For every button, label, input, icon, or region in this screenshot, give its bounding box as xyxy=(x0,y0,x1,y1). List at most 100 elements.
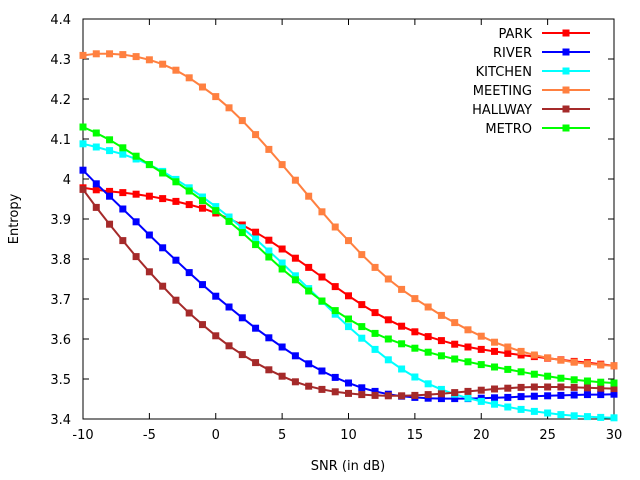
data-point-river xyxy=(530,392,538,400)
data-point-metro xyxy=(411,344,419,352)
data-point-river xyxy=(92,180,100,188)
data-point-park xyxy=(305,263,313,271)
data-point-hallway xyxy=(583,384,591,392)
data-point-meeting xyxy=(424,303,432,311)
y-tick-label: 3.8 xyxy=(50,253,71,268)
data-point-river xyxy=(331,373,339,381)
x-tick-label: 15 xyxy=(407,428,424,443)
data-point-metro xyxy=(491,363,499,371)
data-point-metro xyxy=(345,315,352,323)
data-point-hallway xyxy=(252,359,260,367)
data-point-river xyxy=(172,256,180,264)
data-point-meeting xyxy=(252,131,260,139)
data-point-park xyxy=(278,245,286,253)
data-point-river xyxy=(318,367,326,375)
y-tick-label: 4.1 xyxy=(50,133,71,148)
data-point-kitchen xyxy=(411,373,419,381)
data-point-park xyxy=(371,309,379,317)
legend-label-park: PARK xyxy=(499,27,533,42)
data-point-hallway xyxy=(345,389,352,397)
data-point-river xyxy=(570,391,578,399)
data-point-meeting xyxy=(238,117,246,125)
data-point-hallway xyxy=(238,351,246,359)
data-point-metro xyxy=(265,253,273,261)
data-point-river xyxy=(437,395,445,403)
data-point-hallway xyxy=(132,253,140,261)
data-point-hallway xyxy=(92,203,100,211)
x-tick-label: 25 xyxy=(539,428,556,443)
data-point-kitchen xyxy=(477,397,485,405)
data-point-hallway xyxy=(411,391,419,399)
data-point-metro xyxy=(132,152,140,160)
data-point-metro xyxy=(172,178,180,186)
data-point-park xyxy=(159,195,167,203)
data-point-meeting xyxy=(106,50,114,58)
data-point-park xyxy=(477,345,485,353)
data-point-kitchen xyxy=(384,356,392,364)
data-point-kitchen xyxy=(358,334,366,342)
data-point-metro xyxy=(451,355,459,363)
legend-label-hallway: HALLWAY xyxy=(472,103,532,118)
x-tick-label: 20 xyxy=(473,428,490,443)
data-point-meeting xyxy=(159,60,167,68)
data-point-kitchen xyxy=(517,405,525,413)
data-point-hallway xyxy=(305,382,313,390)
series-meeting xyxy=(79,50,618,370)
data-point-river xyxy=(610,390,618,398)
data-point-hallway xyxy=(464,387,472,395)
data-point-park xyxy=(491,347,499,355)
data-point-meeting xyxy=(198,83,206,91)
data-point-meeting xyxy=(92,50,100,58)
data-point-park xyxy=(119,189,127,197)
data-point-kitchen xyxy=(345,323,352,331)
data-point-kitchen xyxy=(597,413,605,421)
data-point-meeting xyxy=(544,354,552,362)
data-point-river xyxy=(371,387,379,395)
data-point-metro xyxy=(384,335,392,343)
data-point-river xyxy=(79,166,87,174)
data-point-park xyxy=(172,197,180,205)
data-point-meeting xyxy=(185,74,193,82)
x-tick-label: 0 xyxy=(212,428,220,443)
legend-entry-metro: METRO xyxy=(485,122,590,137)
x-axis-label: SNR (in dB) xyxy=(311,459,385,474)
data-point-park xyxy=(384,316,392,324)
data-point-metro xyxy=(477,361,485,369)
data-point-metro xyxy=(530,370,538,378)
data-point-river xyxy=(212,292,220,300)
series-metro xyxy=(79,123,618,387)
legend-entry-kitchen: KITCHEN xyxy=(476,65,590,80)
data-point-metro xyxy=(358,323,366,331)
legend-entry-hallway: HALLWAY xyxy=(472,103,590,118)
data-point-hallway xyxy=(265,366,273,374)
data-point-kitchen xyxy=(424,380,432,388)
y-tick-label: 3.6 xyxy=(50,333,71,348)
series-park xyxy=(79,184,618,370)
data-point-metro xyxy=(570,376,578,384)
data-point-kitchen xyxy=(544,409,552,417)
data-point-kitchen xyxy=(92,143,100,151)
data-point-park xyxy=(411,328,419,336)
data-point-hallway xyxy=(212,332,220,340)
data-point-park xyxy=(517,351,525,359)
legend-entry-meeting: MEETING xyxy=(473,84,590,99)
data-point-park xyxy=(437,337,445,345)
data-point-park xyxy=(398,322,406,330)
data-point-park xyxy=(291,254,299,262)
data-point-meeting xyxy=(331,223,339,231)
data-point-meeting xyxy=(278,161,286,169)
data-point-kitchen xyxy=(278,259,286,267)
data-point-meeting xyxy=(504,343,512,351)
data-point-meeting xyxy=(557,356,565,364)
data-point-river xyxy=(185,269,193,277)
data-point-metro xyxy=(583,377,591,385)
legend-marker-river xyxy=(562,48,570,56)
data-point-hallway xyxy=(398,392,406,400)
series-kitchen xyxy=(79,140,618,422)
data-point-hallway xyxy=(491,385,499,393)
data-point-metro xyxy=(610,379,618,387)
y-tick-label: 3.9 xyxy=(50,213,71,228)
data-point-hallway xyxy=(145,268,153,276)
y-tick-label: 3.4 xyxy=(50,413,71,428)
data-point-metro xyxy=(318,297,326,305)
